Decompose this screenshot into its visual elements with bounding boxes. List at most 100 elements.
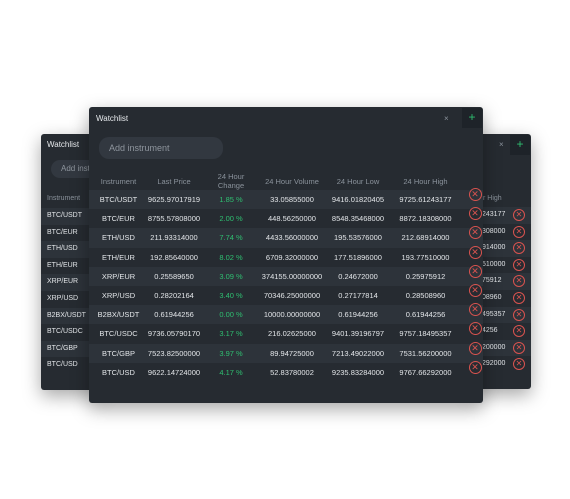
table-row[interactable]: BTC/EUR 8755.57808000 2.00 % 448.56250000 85…	[89, 207, 483, 228]
cell-low: 0.27177814	[338, 290, 378, 300]
high-list: 243177 ✕ 308000 ✕ 914000 ✕ 510000 ✕ 75912 ✕ 08960 ✕…	[470, 207, 531, 373]
list-item[interactable]: BTC/EUR	[47, 228, 78, 236]
cell-high: 9757.18495357	[399, 329, 452, 339]
list-item[interactable]: 495357 ✕	[470, 306, 531, 324]
cell-instrument: XRP/USD	[101, 290, 136, 300]
cell-high: 75912	[482, 277, 502, 285]
cell-last-price: 211.93314000	[150, 233, 198, 243]
list-item[interactable]: 08960 ✕	[470, 290, 531, 307]
cell-volume: 10000.00000000	[263, 310, 321, 320]
column-header-instrument[interactable]: Instrument	[100, 177, 137, 186]
cell-change: 0.00 %	[219, 310, 243, 320]
cell-change: 8.02 %	[219, 252, 243, 262]
close-icon[interactable]: ×	[444, 114, 449, 123]
cell-low: 9401.39196797	[331, 329, 385, 339]
delete-icon[interactable]: ✕	[468, 188, 482, 201]
list-item[interactable]: XRP/EUR	[41, 274, 101, 291]
list-item[interactable]: 292000 ✕	[470, 356, 531, 373]
table-row[interactable]: BTC/USDC 9736.05790170 3.17 % 216.02625000 9…	[89, 322, 483, 343]
cell-high: 243177	[482, 211, 506, 218]
panel-title: Watchlist	[47, 140, 80, 149]
cell-instrument: BTC/EUR	[102, 214, 135, 224]
delete-icon[interactable]: ✕	[513, 225, 525, 238]
column-header-high[interactable]: 24 Hour High	[403, 177, 448, 186]
list-item[interactable]: BTC/GBP	[41, 340, 101, 358]
cell-volume: 52.83780002	[270, 367, 314, 377]
table-row[interactable]: BTC/GBP 7523.82500000 3.97 % 89.94725000 721…	[89, 341, 483, 363]
column-header-last-price[interactable]: Last Price	[157, 177, 191, 186]
delete-icon[interactable]: ✕	[468, 207, 482, 221]
delete-icon[interactable]: ✕	[513, 341, 525, 354]
delete-icon[interactable]: ✕	[468, 264, 482, 278]
add-panel-button[interactable]: +	[462, 108, 482, 128]
delete-icon[interactable]: ✕	[513, 291, 525, 304]
add-instrument-input[interactable]: Add instrument	[99, 137, 223, 159]
delete-icon[interactable]: ✕	[468, 226, 482, 240]
cell-instrument: ETH/EUR	[102, 252, 135, 262]
delete-icon[interactable]: ✕	[468, 283, 482, 297]
list-item[interactable]: 243177 ✕	[470, 207, 531, 224]
cell-low: 177.51896000	[334, 252, 382, 262]
cell-change: 7.74 %	[219, 233, 243, 243]
cell-instrument: BTC/USDC	[99, 329, 138, 339]
watchlist-table: BTC/USDT 9625.97017919 1.85 % 33.05855000 94…	[89, 188, 483, 382]
cell-high: 7531.56200000	[399, 348, 452, 358]
cell-high: 4256	[482, 327, 498, 335]
table-row[interactable]: B2BX/USDT 0.61944256 0.00 % 10000.00000000 0…	[89, 303, 483, 325]
add-panel-button[interactable]: +	[510, 135, 530, 155]
table-row[interactable]: BTC/USD 9622.14724000 4.17 % 52.83780002 923…	[89, 360, 483, 382]
list-item[interactable]: BTC/USD	[47, 361, 78, 369]
list-item[interactable]: ETH/USD	[41, 241, 101, 258]
list-item[interactable]: 510000 ✕	[470, 257, 531, 274]
delete-icon[interactable]: ✕	[468, 245, 482, 259]
column-header-change[interactable]: 24 Hour Change	[217, 172, 245, 190]
cell-high: 0.25975912	[405, 271, 446, 281]
table-row[interactable]: BTC/USDT 9625.97017919 1.85 % 33.05855000 94…	[89, 188, 483, 210]
delete-icon[interactable]: ✕	[468, 341, 482, 355]
table-row[interactable]: XRP/USD 0.28202164 3.40 % 70346.25000000 0.2…	[89, 283, 483, 305]
list-item[interactable]: BTC/USDC	[47, 328, 83, 336]
cell-high: 200000	[482, 343, 506, 351]
delete-icon[interactable]: ✕	[468, 322, 482, 336]
delete-icon[interactable]: ✕	[513, 275, 525, 288]
cell-volume: 33.05855000	[270, 195, 314, 204]
list-item[interactable]: 200000 ✕	[470, 339, 531, 357]
delete-icon[interactable]: ✕	[468, 360, 482, 374]
list-item[interactable]: 914000 ✕	[470, 240, 531, 257]
list-item[interactable]: XRP/USD	[47, 294, 79, 302]
cell-change: 3.97 %	[219, 348, 243, 358]
delete-icon[interactable]: ✕	[513, 325, 525, 338]
column-header-volume[interactable]: 24 Hour Volume	[265, 177, 319, 186]
cell-low: 195.53576000	[334, 233, 382, 243]
cell-change: 3.17 %	[219, 329, 243, 339]
table-row[interactable]: ETH/USD 211.93314000 7.74 % 4433.56000000 19…	[89, 226, 483, 248]
cell-last-price: 8755.57808000	[147, 214, 201, 224]
list-item[interactable]: 308000 ✕	[470, 224, 531, 241]
panel-title: Watchlist	[96, 114, 129, 123]
column-header-low[interactable]: 24 Hour Low	[336, 177, 380, 186]
delete-icon[interactable]: ✕	[513, 308, 525, 321]
close-icon[interactable]: ×	[499, 140, 504, 149]
table-row[interactable]: XRP/EUR 0.25589650 3.09 % 374155.00000000 0.…	[89, 264, 483, 286]
delete-icon[interactable]: ✕	[513, 209, 525, 221]
list-item[interactable]: B2BX/USDT	[41, 307, 101, 325]
delete-icon[interactable]: ✕	[513, 358, 525, 371]
cell-change: 3.40 %	[219, 290, 243, 300]
cell-low: 0.61944256	[338, 310, 378, 320]
list-item[interactable]: BTC/USDT	[41, 208, 101, 225]
list-item[interactable]: ETH/EUR	[47, 261, 78, 269]
cell-last-price: 192.85640000	[150, 252, 198, 262]
cell-high: 193.77510000	[401, 252, 450, 262]
cell-instrument: BTC/GBP	[102, 348, 135, 358]
delete-icon[interactable]: ✕	[468, 303, 482, 317]
delete-icon[interactable]: ✕	[513, 242, 525, 255]
cell-high: 9725.61243177	[399, 195, 452, 204]
cell-volume: 4433.56000000	[265, 233, 319, 243]
list-item[interactable]: 4256 ✕	[470, 323, 531, 340]
column-header-instrument: Instrument	[47, 195, 81, 202]
list-item[interactable]: 75912 ✕	[470, 273, 531, 290]
cell-last-price: 0.61944256	[154, 310, 194, 320]
cell-high: 308000	[482, 227, 506, 235]
table-row[interactable]: ETH/EUR 192.85640000 8.02 % 6709.32000000 17…	[89, 245, 483, 267]
delete-icon[interactable]: ✕	[513, 258, 525, 271]
